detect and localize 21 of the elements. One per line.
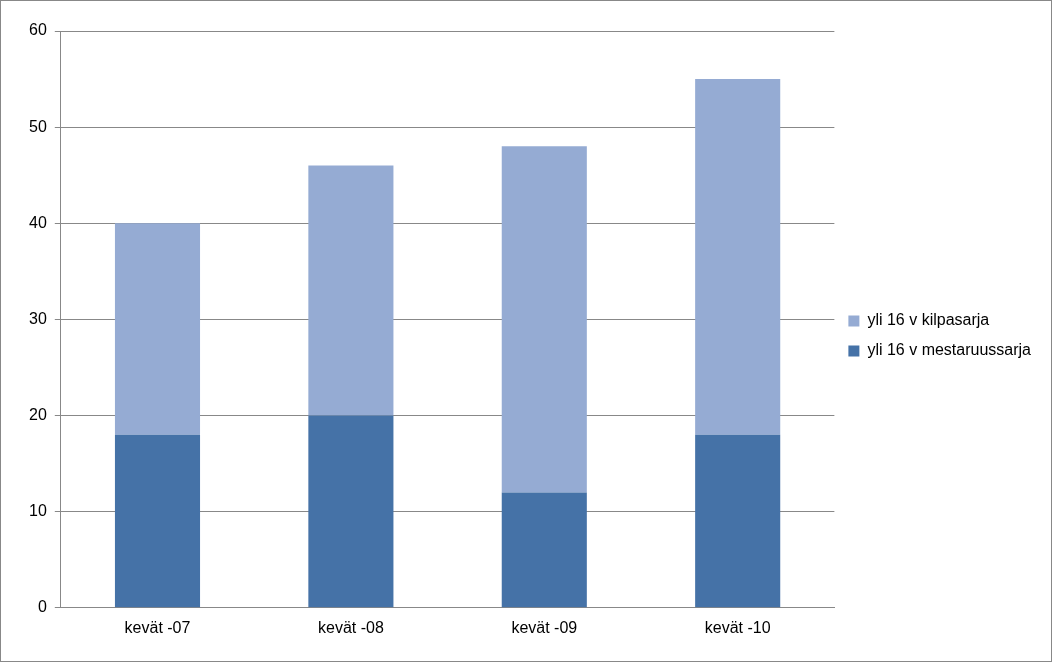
x-tick-label: kevät -08	[317, 618, 384, 636]
x-tick-label: kevät -09	[511, 618, 578, 636]
bar	[114, 223, 201, 435]
bar	[308, 165, 394, 416]
bar	[695, 434, 781, 608]
x-tick-label: kevät -10	[704, 618, 771, 636]
bar	[501, 146, 587, 493]
y-tick-label: 30	[29, 309, 47, 327]
y-tick-label: 20	[29, 405, 47, 423]
bar	[114, 434, 201, 608]
bar	[695, 79, 781, 435]
y-tick-label: 10	[29, 502, 47, 520]
y-tick-label: 60	[29, 21, 47, 39]
legend-label: yli 16 v kilpasarja	[867, 311, 990, 329]
y-tick-label: 0	[37, 598, 47, 616]
x-tick-label: kevät -07	[124, 618, 191, 636]
y-tick-label: 40	[29, 213, 47, 231]
bar	[501, 492, 587, 608]
y-tick-label: 50	[29, 117, 47, 135]
legend-label: yli 16 v mestaruussarja	[867, 341, 1032, 359]
bar	[308, 415, 394, 608]
